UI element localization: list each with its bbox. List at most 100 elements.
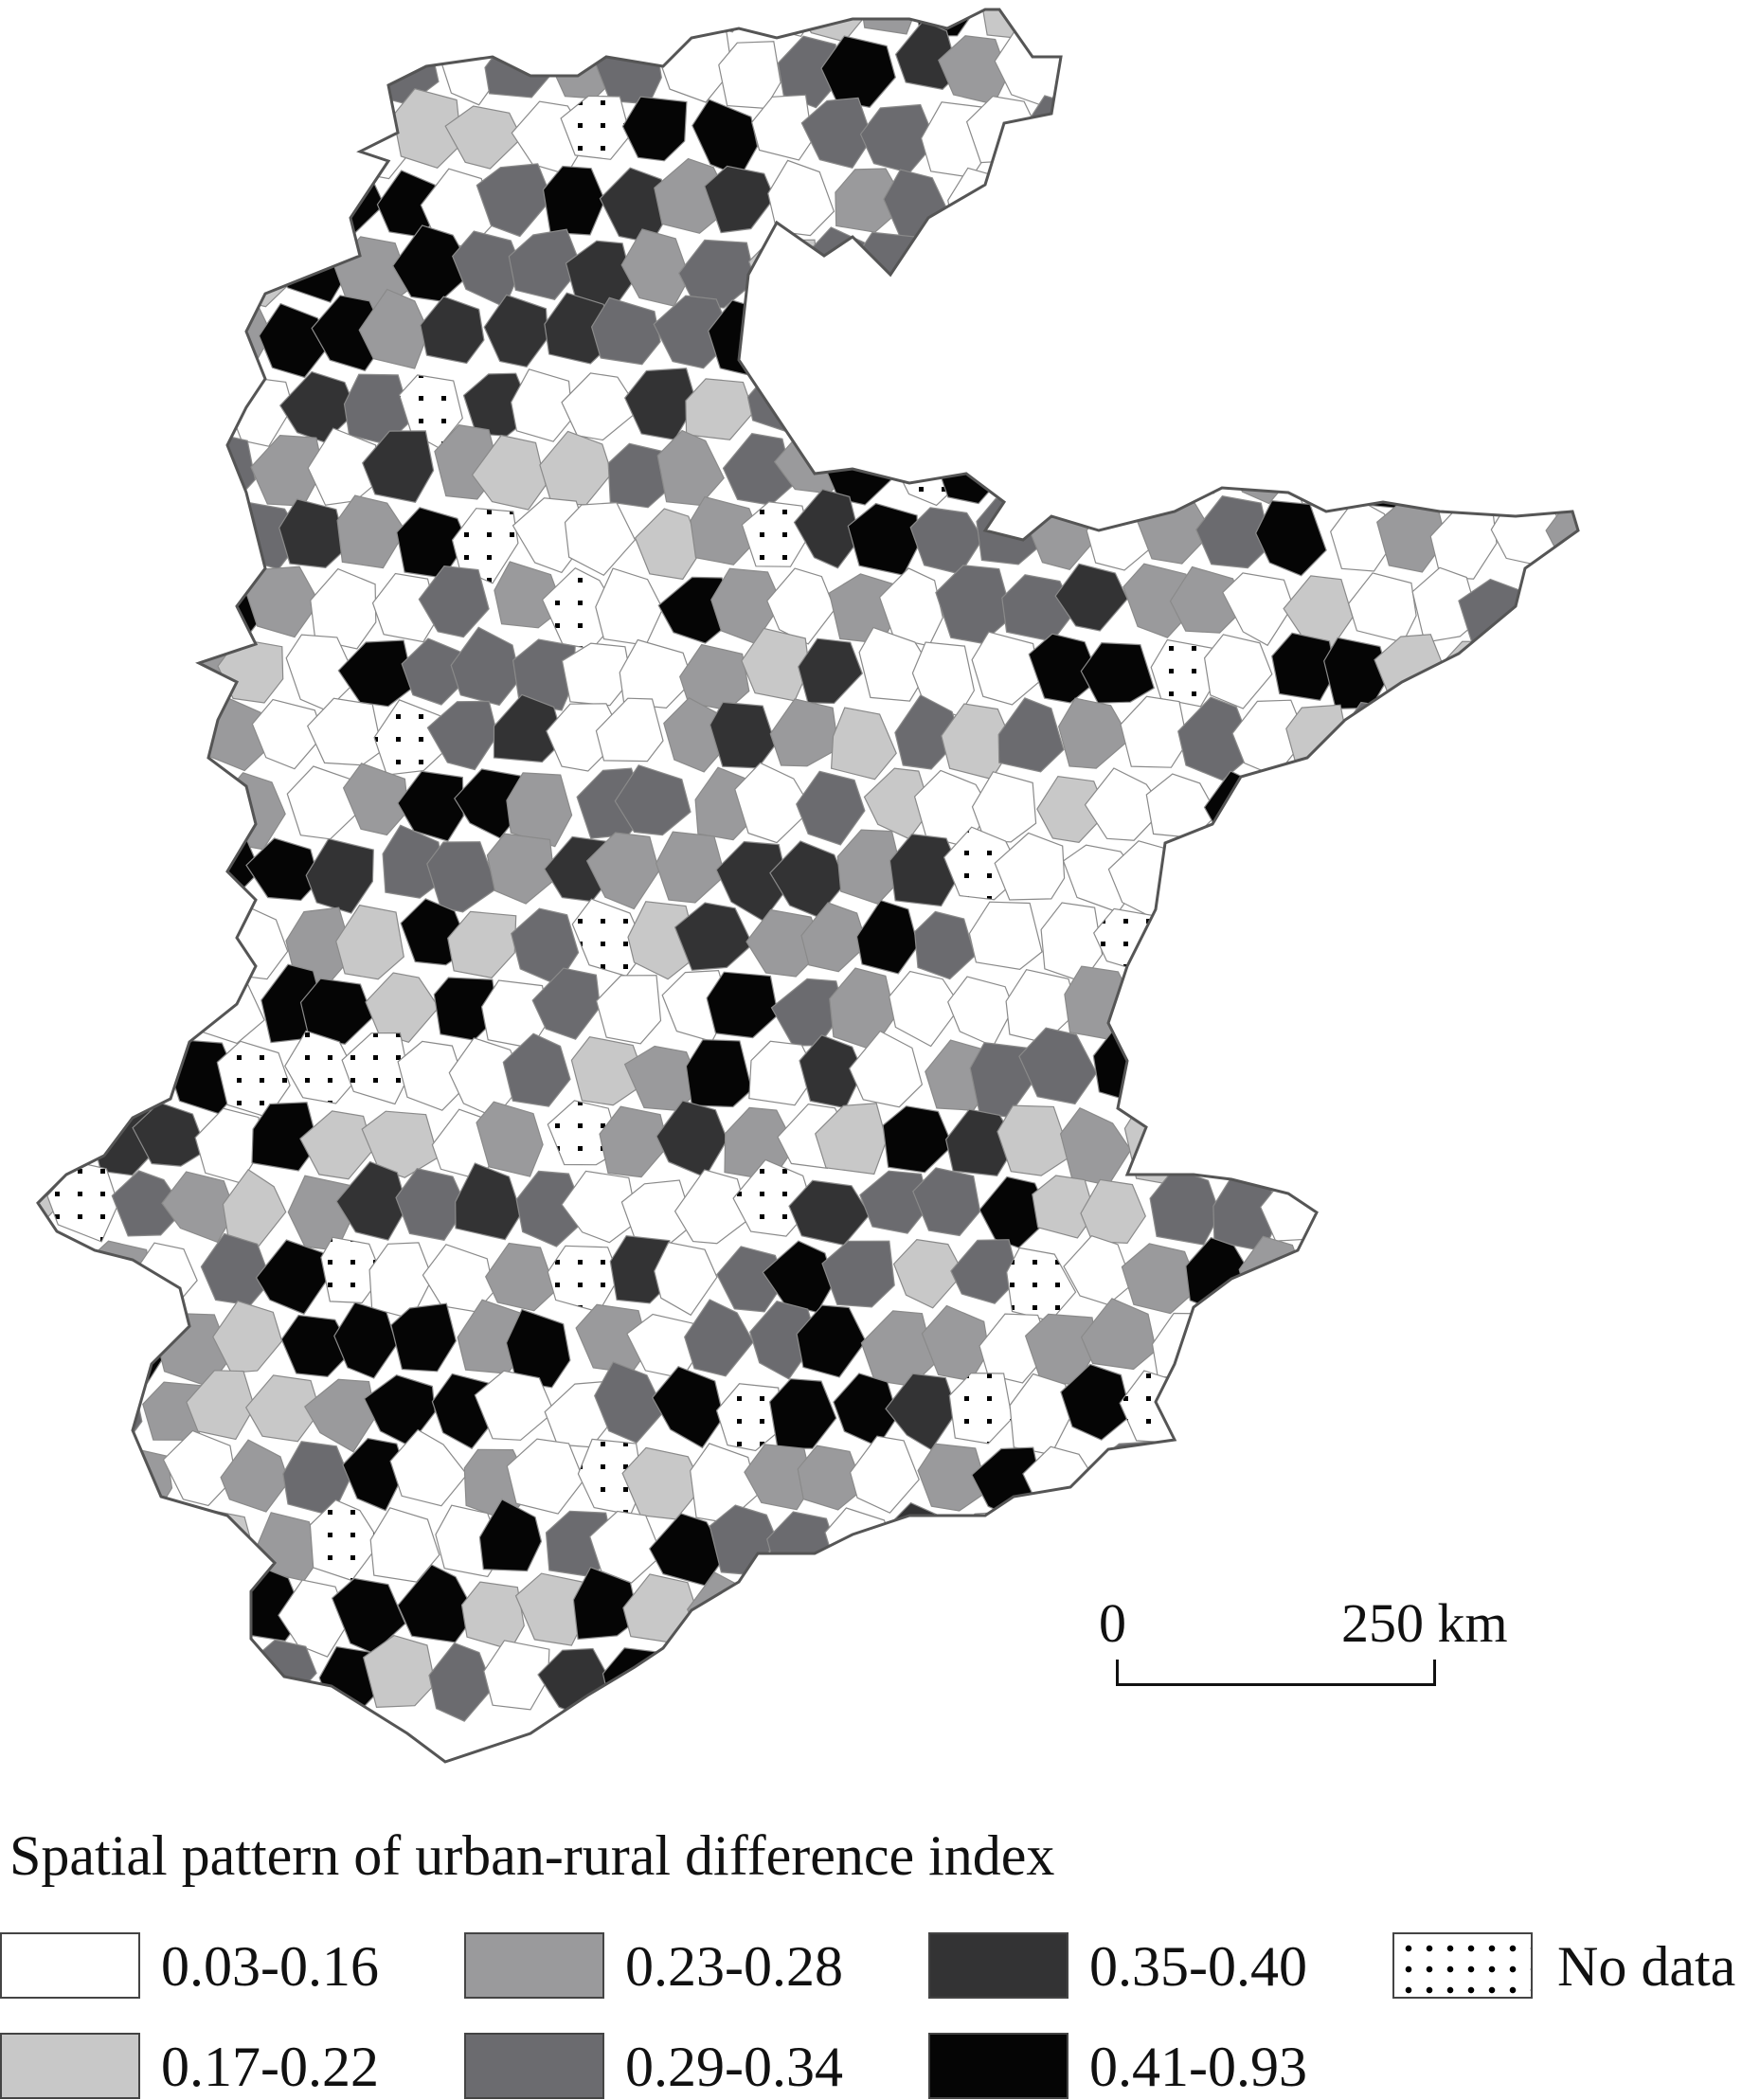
map-region-cell [101, 1305, 168, 1383]
map-region-cell [1669, 901, 1740, 976]
map-region-cell [889, 972, 961, 1047]
map-region-cell [139, 25, 212, 100]
map-region-cell [306, 839, 373, 914]
legend-label-2: 0.17-0.22 [161, 2035, 379, 2100]
map-region-cell [869, 368, 934, 449]
map-region-cell [799, 638, 863, 703]
map-region-cell [1603, 498, 1671, 574]
map-region-cell [1059, 698, 1130, 768]
map-region-cell [1010, 1374, 1071, 1455]
map-region-cell [948, 168, 1013, 243]
map-region-cell [1087, 240, 1158, 308]
map-region-cell [998, 698, 1064, 772]
map-region-cell [1115, 1510, 1186, 1576]
map-region-cell [114, 0, 178, 31]
map-region-cell [797, 771, 865, 845]
map-region-cell [936, 565, 1013, 643]
map-region-cell [1429, 239, 1500, 306]
map-region-cell [1024, 96, 1095, 171]
map-region-cell [47, 369, 117, 440]
map-region-cell [1488, 238, 1552, 307]
map-region-cell [45, 780, 117, 841]
map-region-cell [1140, 96, 1214, 170]
map-region-cell [1361, 1503, 1428, 1573]
map-region-cell [1312, 1175, 1385, 1244]
map-region-cell [248, 1640, 316, 1704]
map-region-cell [1171, 840, 1243, 915]
map-area [0, 0, 1760, 1781]
map-region-cell [898, 1644, 956, 1709]
legend-item-2: 0.17-0.22 [0, 2033, 436, 2099]
map-region-cell [1322, 1033, 1390, 1106]
map-region-cell [1633, 563, 1701, 640]
map-region-cell [172, 366, 240, 433]
map-region-cell [1747, 706, 1760, 776]
map-region-cell [1205, 771, 1282, 841]
map-region-cell [22, 1372, 93, 1439]
map-region-cell [1745, 1649, 1760, 1714]
map-region-cell [62, 625, 128, 700]
map-region-cell [1513, 174, 1592, 242]
map-region-cell [1263, 901, 1329, 973]
map-region-cell [1233, 305, 1305, 368]
map-region-cell [884, 170, 946, 241]
map-region-cell [1521, 1238, 1588, 1308]
map-region-cell [168, 1571, 233, 1637]
map-region-cell [1567, 1373, 1643, 1446]
map-region-cell [1282, 30, 1352, 107]
map-region-cell [1701, 1380, 1760, 1447]
map-region-cell [421, 296, 484, 363]
map-region-cell [1486, 906, 1565, 975]
map-region-cell [883, 1106, 953, 1173]
map-region-cell [1375, 901, 1446, 965]
map-region-cell [54, 1042, 117, 1108]
map-region-cell [137, 700, 211, 772]
map-region-cell [1424, 902, 1499, 965]
map-region-cell [1331, 366, 1396, 437]
map-region-cell [1480, 1308, 1553, 1375]
map-region-cell [20, 428, 98, 500]
map-region-cell [24, 162, 99, 229]
map-region-cell [1436, 364, 1511, 440]
map-region-cell [485, 36, 556, 98]
map-region-cell [1170, 430, 1231, 494]
map-region-cell [880, 298, 951, 382]
map-region-cell [1748, 563, 1760, 631]
map-region-cell [1174, 971, 1239, 1049]
map-region-cell [1401, 1373, 1478, 1441]
map-region-cell [1698, 28, 1760, 98]
map-region-cell [1729, 1169, 1760, 1242]
map-region-cell [0, 1570, 63, 1641]
map-region-cell [1395, 25, 1463, 100]
map-region-cell [949, 1512, 1017, 1583]
map-region-cell [1660, 1036, 1725, 1104]
map-region-cell [1701, 1507, 1760, 1587]
map-region-cell [0, 0, 63, 32]
map-region-cell [24, 704, 99, 773]
map-region-cell [1500, 371, 1563, 439]
map-region-cell [50, 1445, 123, 1513]
map-region-cell [1356, 1241, 1424, 1305]
map-region-cell [951, 310, 1016, 377]
scale-bar-line [1116, 1660, 1436, 1686]
map-region-cell [1444, 93, 1511, 169]
map-region-cell [1056, 1505, 1121, 1574]
map-region-cell [0, 509, 64, 572]
map-region-cell [0, 767, 66, 841]
map-region-cell [1546, 762, 1618, 835]
map-region-cell [913, 374, 989, 442]
map-region-cell [257, 1240, 327, 1314]
map-region-cell [1571, 976, 1646, 1042]
map-region-cell [1263, 235, 1331, 306]
map-region-cell [287, 106, 359, 171]
map-region-cell [1372, 0, 1439, 29]
map-region-cell [1546, 1308, 1614, 1386]
map-region-cell [1747, 441, 1760, 512]
map-region-cell [307, 165, 385, 239]
legend-swatch-7 [1392, 1932, 1533, 1999]
map-region-cell [1548, 99, 1615, 163]
map-region-cell [1118, 26, 1189, 95]
map-region-cell [81, 425, 149, 502]
map-region-cell [995, 1645, 1068, 1710]
map-region-cell [1543, 1442, 1608, 1511]
